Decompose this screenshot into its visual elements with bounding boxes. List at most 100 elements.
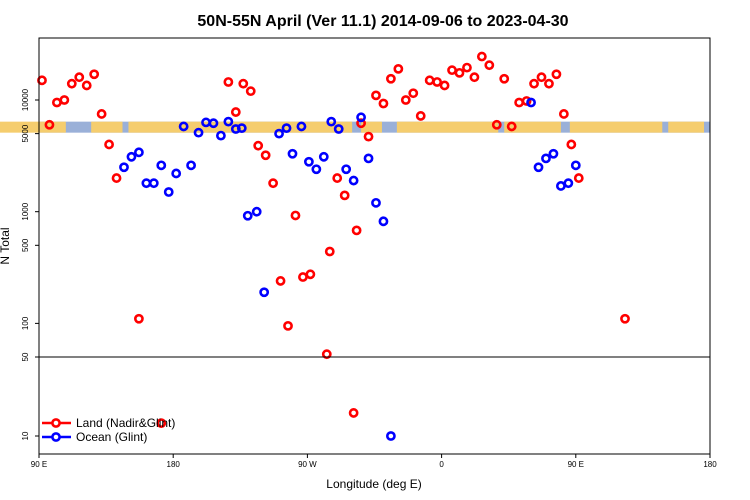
land-point [260, 150, 271, 161]
land-point [551, 69, 562, 80]
x-tick-label: 180 [703, 460, 717, 469]
land-point [44, 119, 55, 130]
land-point [290, 210, 301, 221]
land-point [305, 269, 316, 280]
ocean-point [311, 164, 322, 175]
series-layer [37, 51, 630, 441]
ocean-point [287, 148, 298, 159]
ocean-point [378, 216, 389, 227]
land-point [59, 95, 70, 105]
land-point [506, 121, 517, 132]
land-point [321, 349, 332, 360]
ocean-series [119, 97, 581, 441]
ocean-point [548, 148, 559, 159]
y-axis-label: N Total [0, 227, 12, 264]
land-point [439, 80, 450, 91]
land-point [348, 408, 359, 418]
land-point [454, 67, 465, 78]
land-point [514, 97, 525, 108]
land-point [351, 225, 362, 236]
ocean-point [126, 151, 137, 162]
ocean-point [141, 178, 152, 189]
x-tick-label: 90 E [568, 460, 584, 469]
land-point [283, 320, 293, 331]
legend: Land (Nadir&Glint)Ocean (Glint) [42, 416, 175, 444]
ocean-point [163, 187, 174, 197]
ocean-point [236, 123, 247, 134]
land-point [230, 107, 241, 117]
land-point [476, 51, 487, 62]
land-point [356, 118, 366, 129]
land-point [462, 62, 472, 73]
land-point [447, 65, 457, 76]
ocean-point [178, 121, 189, 132]
land-point [81, 80, 92, 91]
map-land-segment [361, 121, 382, 133]
map-land-segment [504, 121, 561, 133]
plot-frame [38, 37, 711, 455]
land-point [491, 119, 502, 130]
x-tick-label: 90 E [31, 460, 47, 469]
map-land-segment [396, 121, 499, 133]
land-point [96, 109, 107, 119]
land-point [37, 75, 47, 86]
ocean-point [363, 153, 374, 164]
x-axis-label: Longitude (deg E) [326, 477, 421, 491]
land-point [424, 75, 435, 86]
world-map-band [0, 121, 710, 133]
ocean-point [318, 151, 329, 162]
land-point [499, 73, 510, 84]
land-point [544, 78, 554, 89]
ocean-point [371, 197, 381, 208]
ocean-point [570, 160, 581, 171]
land-point [573, 173, 584, 183]
ocean-point [242, 210, 253, 221]
x-tick-label: 180 [167, 460, 181, 469]
land-point [484, 60, 495, 71]
ocean-point [563, 178, 574, 189]
map-land-segment [668, 121, 705, 133]
land-point [386, 73, 396, 84]
land-point [134, 313, 144, 324]
ocean-point [356, 112, 366, 123]
y-tick-label: 50 [21, 352, 30, 361]
land-point [393, 63, 404, 74]
land-point [620, 313, 630, 324]
land-point [74, 72, 85, 83]
y-tick-label: 5000 [21, 124, 30, 142]
ocean-point [348, 175, 359, 186]
ocean-point [156, 160, 167, 171]
ocean-point [148, 178, 159, 189]
land-point [245, 86, 256, 97]
land-point [371, 90, 381, 101]
y-tick-label: 500 [21, 238, 30, 252]
legend-label: Land (Nadir&Glint) [76, 416, 175, 430]
ocean-point [303, 156, 314, 167]
land-point [298, 272, 308, 282]
ocean-point [223, 116, 234, 127]
land-series [37, 51, 630, 429]
land-point [378, 98, 389, 109]
land-point [104, 139, 114, 150]
legend-label: Ocean (Glint) [76, 430, 147, 444]
ocean-point [119, 162, 129, 173]
land-point [529, 78, 539, 89]
land-point [324, 246, 335, 257]
land-point [156, 418, 167, 429]
ocean-point [526, 97, 536, 108]
ocean-point [541, 153, 551, 164]
land-point [432, 77, 443, 87]
land-point [253, 140, 264, 151]
y-tick-label: 1000 [21, 202, 30, 220]
land-point [238, 78, 249, 89]
land-point [558, 109, 569, 119]
ocean-point [186, 160, 196, 171]
ocean-point [386, 431, 396, 441]
land-point [268, 178, 279, 189]
land-point [339, 190, 350, 201]
land-point [111, 173, 122, 183]
ocean-point [555, 181, 566, 191]
y-tick-label: 10 [21, 431, 30, 440]
ocean-point [193, 127, 204, 138]
